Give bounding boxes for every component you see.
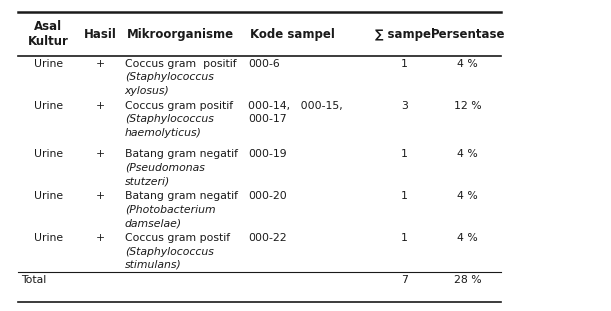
Text: 000-17: 000-17 (248, 114, 287, 124)
Text: +: + (95, 149, 104, 159)
Text: +: + (95, 191, 104, 201)
Text: 3: 3 (401, 101, 408, 111)
Text: 000-20: 000-20 (248, 191, 287, 201)
Text: 1: 1 (401, 191, 408, 201)
Text: Batang gram negatif: Batang gram negatif (125, 191, 238, 201)
Text: xylosus): xylosus) (125, 86, 169, 96)
Text: Hasil: Hasil (84, 28, 117, 41)
Text: (Staphylococcus: (Staphylococcus (125, 72, 214, 82)
Text: Urine: Urine (34, 149, 63, 159)
Text: 28 %: 28 % (454, 275, 481, 285)
Text: stutzeri): stutzeri) (125, 176, 170, 186)
Text: 7: 7 (401, 275, 408, 285)
Text: Urine: Urine (34, 233, 63, 243)
Text: Urine: Urine (34, 191, 63, 201)
Text: Batang gram negatif: Batang gram negatif (125, 149, 238, 159)
Text: Total: Total (21, 275, 46, 285)
Text: Urine: Urine (34, 59, 63, 69)
Text: 000-22: 000-22 (248, 233, 287, 243)
Text: Persentase: Persentase (431, 28, 505, 41)
Text: +: + (95, 101, 104, 111)
Text: 1: 1 (401, 59, 408, 69)
Text: 000-6: 000-6 (248, 59, 280, 69)
Text: Coccus gram  positif: Coccus gram positif (125, 59, 236, 69)
Text: ∑ sampel: ∑ sampel (375, 28, 434, 41)
Text: (Pseudomonas: (Pseudomonas (125, 163, 205, 173)
Text: 000-14,   000-15,: 000-14, 000-15, (248, 101, 343, 111)
Text: (Photobacterium: (Photobacterium (125, 205, 216, 215)
Text: Mikroorganisme: Mikroorganisme (126, 28, 234, 41)
Text: Urine: Urine (34, 101, 63, 111)
Text: stimulans): stimulans) (125, 260, 181, 270)
Text: Coccus gram positif: Coccus gram positif (125, 101, 233, 111)
Text: +: + (95, 59, 104, 69)
Text: Asal
Kultur: Asal Kultur (28, 20, 69, 48)
Text: 1: 1 (401, 149, 408, 159)
Text: 4 %: 4 % (458, 191, 478, 201)
Text: Kode sampel: Kode sampel (250, 28, 335, 41)
Text: (Staphylococcus: (Staphylococcus (125, 247, 214, 257)
Text: Coccus gram postif: Coccus gram postif (125, 233, 230, 243)
Text: +: + (95, 233, 104, 243)
Text: 000-19: 000-19 (248, 149, 287, 159)
Text: 4 %: 4 % (458, 149, 478, 159)
Text: haemolyticus): haemolyticus) (125, 128, 202, 138)
Text: 4 %: 4 % (458, 233, 478, 243)
Text: (Staphylococcus: (Staphylococcus (125, 114, 214, 124)
Text: 1: 1 (401, 233, 408, 243)
Text: 12 %: 12 % (454, 101, 481, 111)
Text: damselae): damselae) (125, 218, 182, 228)
Text: 4 %: 4 % (458, 59, 478, 69)
